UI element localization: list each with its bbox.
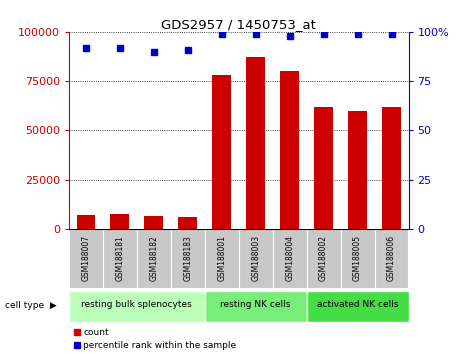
Bar: [212, 75, 231, 229]
Text: GSM188181: GSM188181: [115, 235, 124, 281]
Bar: [382, 107, 401, 229]
Bar: [111, 214, 129, 229]
Bar: [307, 291, 408, 321]
Title: GDS2957 / 1450753_at: GDS2957 / 1450753_at: [161, 18, 316, 31]
Text: GSM188007: GSM188007: [81, 235, 90, 281]
Text: GSM188003: GSM188003: [251, 235, 260, 281]
Text: GSM188005: GSM188005: [353, 235, 362, 281]
Text: GSM188183: GSM188183: [183, 235, 192, 281]
Bar: [280, 71, 299, 229]
Text: GSM188006: GSM188006: [387, 235, 396, 281]
Bar: [205, 291, 306, 321]
Bar: [144, 216, 163, 229]
Text: resting NK cells: resting NK cells: [220, 300, 291, 309]
Bar: [348, 110, 367, 229]
Text: activated NK cells: activated NK cells: [317, 300, 399, 309]
Bar: [103, 229, 137, 288]
Text: cell type  ▶: cell type ▶: [5, 301, 57, 310]
Bar: [137, 229, 171, 288]
Text: GSM188004: GSM188004: [285, 235, 294, 281]
Bar: [273, 229, 306, 288]
Bar: [205, 229, 238, 288]
Bar: [238, 229, 273, 288]
Text: GSM188002: GSM188002: [319, 235, 328, 281]
Bar: [179, 217, 197, 229]
Bar: [307, 229, 341, 288]
Bar: [341, 229, 374, 288]
Bar: [69, 229, 103, 288]
Bar: [76, 215, 95, 229]
Bar: [314, 107, 333, 229]
Legend: count, percentile rank within the sample: count, percentile rank within the sample: [74, 328, 237, 350]
Bar: [171, 229, 205, 288]
Text: resting bulk splenocytes: resting bulk splenocytes: [81, 300, 192, 309]
Bar: [247, 57, 265, 229]
Bar: [374, 229, 408, 288]
Text: GSM188001: GSM188001: [217, 235, 226, 281]
Bar: [69, 291, 205, 321]
Text: GSM188182: GSM188182: [149, 235, 158, 281]
